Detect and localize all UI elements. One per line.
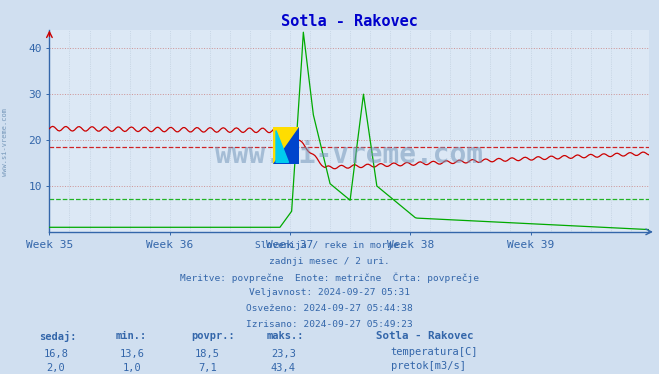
Text: 43,4: 43,4 <box>271 363 296 373</box>
Text: Izrisano: 2024-09-27 05:49:23: Izrisano: 2024-09-27 05:49:23 <box>246 320 413 329</box>
Text: Veljavnost: 2024-09-27 05:31: Veljavnost: 2024-09-27 05:31 <box>249 288 410 297</box>
Text: 2,0: 2,0 <box>47 363 65 373</box>
Text: povpr.:: povpr.: <box>191 331 235 341</box>
Text: Meritve: povprečne  Enote: metrične  Črta: povprečje: Meritve: povprečne Enote: metrične Črta:… <box>180 273 479 283</box>
Polygon shape <box>276 131 289 162</box>
Text: Sotla - Rakovec: Sotla - Rakovec <box>376 331 473 341</box>
Text: 1,0: 1,0 <box>123 363 141 373</box>
Text: Osveženo: 2024-09-27 05:44:38: Osveženo: 2024-09-27 05:44:38 <box>246 304 413 313</box>
Polygon shape <box>273 127 299 164</box>
Text: 13,6: 13,6 <box>119 349 144 359</box>
Text: temperatura[C]: temperatura[C] <box>391 347 478 357</box>
Text: sedaj:: sedaj: <box>40 331 77 342</box>
Text: 7,1: 7,1 <box>198 363 217 373</box>
Text: Slovenija / reke in morje.: Slovenija / reke in morje. <box>255 241 404 250</box>
Text: www.si-vreme.com: www.si-vreme.com <box>215 141 483 169</box>
Text: pretok[m3/s]: pretok[m3/s] <box>391 361 466 371</box>
Text: 23,3: 23,3 <box>271 349 296 359</box>
Text: 18,5: 18,5 <box>195 349 220 359</box>
Text: min.:: min.: <box>115 331 146 341</box>
Polygon shape <box>273 127 299 164</box>
Title: Sotla - Rakovec: Sotla - Rakovec <box>281 14 418 29</box>
Text: 16,8: 16,8 <box>43 349 69 359</box>
Text: www.si-vreme.com: www.si-vreme.com <box>2 108 9 176</box>
Text: maks.:: maks.: <box>267 331 304 341</box>
Text: zadnji mesec / 2 uri.: zadnji mesec / 2 uri. <box>269 257 390 266</box>
